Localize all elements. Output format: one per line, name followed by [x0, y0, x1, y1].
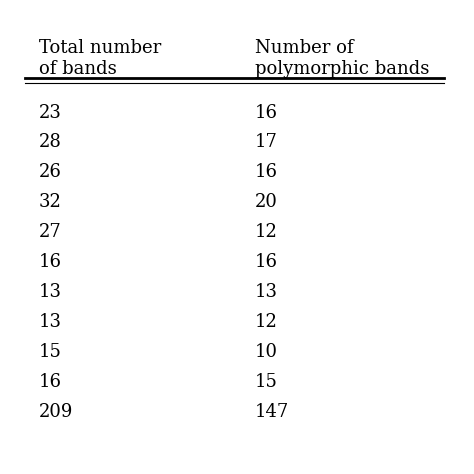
Text: 16: 16 [255, 164, 278, 182]
Text: 27: 27 [38, 223, 61, 241]
Text: 17: 17 [255, 134, 278, 152]
Text: 20: 20 [255, 193, 278, 211]
Text: 12: 12 [255, 313, 278, 331]
Text: 13: 13 [38, 313, 62, 331]
Text: 26: 26 [38, 164, 62, 182]
Text: 147: 147 [255, 402, 289, 420]
Text: Number of
polymorphic bands: Number of polymorphic bands [255, 39, 429, 78]
Text: 12: 12 [255, 223, 278, 241]
Text: 15: 15 [255, 373, 278, 391]
Text: 32: 32 [38, 193, 62, 211]
Text: 28: 28 [38, 134, 62, 152]
Text: 209: 209 [38, 402, 73, 420]
Text: 23: 23 [38, 103, 62, 121]
Text: Total number
of bands: Total number of bands [38, 39, 161, 78]
Text: 16: 16 [255, 253, 278, 271]
Text: 15: 15 [38, 343, 62, 361]
Text: 16: 16 [38, 373, 62, 391]
Text: 16: 16 [255, 103, 278, 121]
Text: 13: 13 [255, 283, 278, 301]
Text: 13: 13 [38, 283, 62, 301]
Text: 10: 10 [255, 343, 278, 361]
Text: 16: 16 [38, 253, 62, 271]
